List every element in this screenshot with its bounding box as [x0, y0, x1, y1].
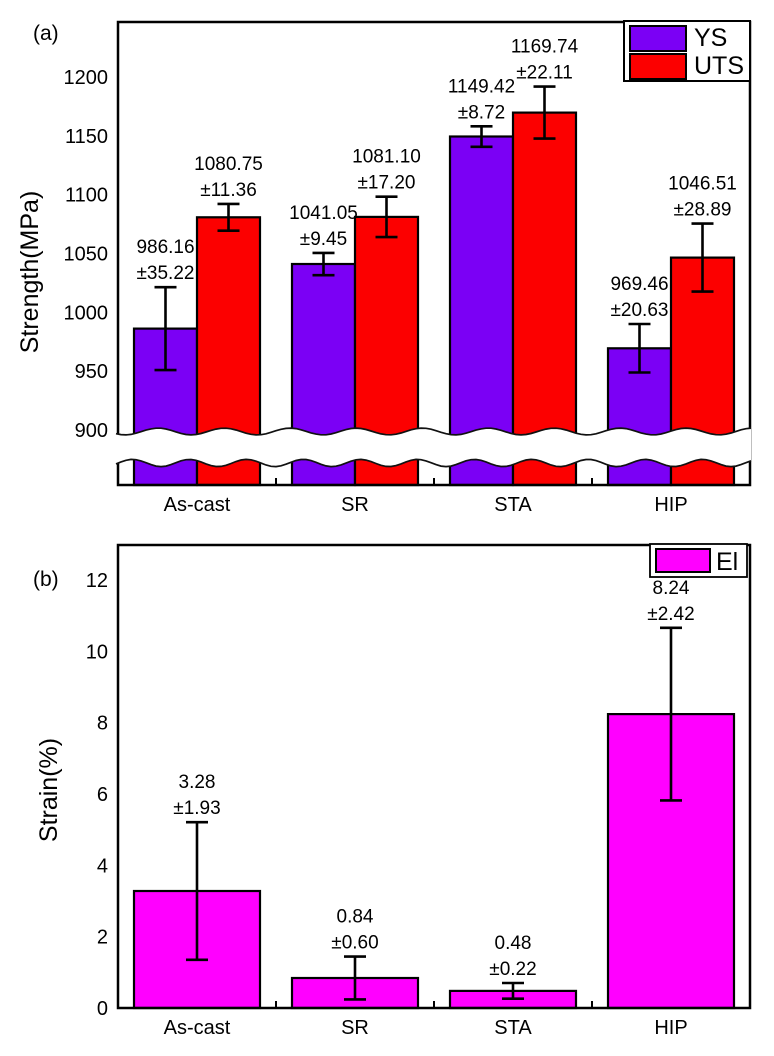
x-category-label: HIP	[654, 1017, 687, 1039]
error-bar-el-as-cast	[186, 820, 208, 962]
value-label: 1041.05	[289, 203, 358, 224]
legend-swatch-uts	[629, 53, 687, 80]
value-label: 3.28	[179, 772, 216, 793]
value-error-label: ±11.36	[200, 180, 257, 201]
error-bar-uts-sr	[375, 195, 398, 239]
axis-break-band	[116, 428, 751, 467]
y-tick-label: 1150	[65, 126, 108, 148]
x-category-label: STA	[494, 494, 532, 516]
error-bar-uts-hip	[691, 222, 714, 293]
error-bar-el-hip	[660, 626, 682, 802]
x-category-label: SR	[341, 1017, 369, 1039]
error-bar-ys-sr	[312, 251, 335, 277]
value-label: 986.16	[136, 237, 194, 258]
x-category-label: STA	[494, 1017, 532, 1039]
value-error-label: ±1.93	[173, 798, 220, 819]
error-bar-el-sr	[344, 955, 366, 1001]
error-bar-ys-sta	[470, 125, 493, 149]
value-label: 1046.51	[668, 174, 737, 195]
value-error-label: ±9.45	[300, 229, 347, 250]
chart-a: 900 950 1000 1050 1100 1150 1200 As-cast SR STA HI…	[16, 20, 752, 516]
value-error-label: ±8.72	[458, 102, 505, 123]
y-tick-label: 1050	[64, 244, 109, 266]
x-category-label: HIP	[654, 494, 687, 516]
error-bar-uts-sta	[533, 85, 556, 140]
axis-break-wave-bottom	[115, 458, 752, 468]
value-error-label: ±35.22	[137, 263, 195, 284]
value-label: 0.48	[495, 933, 532, 954]
legend-swatch-el	[655, 548, 711, 573]
value-label: 1149.42	[448, 76, 515, 97]
panel-label: (a)	[33, 22, 59, 45]
x-category-label: As-cast	[164, 1017, 231, 1039]
value-error-label: ±0.60	[331, 933, 378, 954]
value-error-label: ±20.63	[611, 300, 669, 321]
legend-swatch-ys	[629, 25, 687, 52]
chart-b: 0 2 4 6 8 10 12 As-cast SR STA HIP 3.28 ±1.93 0.84 ±0.…	[33, 543, 752, 1039]
y-tick-label: 6	[97, 784, 108, 806]
legend-label-uts: UTS	[694, 52, 744, 80]
value-label: 969.46	[610, 274, 668, 295]
y-tick-label: 12	[86, 570, 108, 592]
value-label: 0.84	[337, 907, 374, 928]
y-tick-label: 1000	[64, 302, 109, 324]
x-category-label: As-cast	[164, 494, 231, 516]
legend: El	[649, 543, 748, 578]
error-bar-ys-hip	[628, 322, 651, 374]
value-error-label: ±22.11	[516, 63, 573, 84]
y-tick-label: 10	[86, 641, 108, 663]
y-axis-title: Strength(MPa)	[16, 191, 44, 354]
plot-border	[116, 543, 752, 1010]
y-axis-title: Strain(%)	[35, 738, 63, 842]
y-tick-label: 900	[75, 420, 108, 442]
y-tick-label: 2	[97, 927, 108, 949]
y-tick-label: 1200	[64, 67, 109, 89]
value-label: 1081.10	[352, 147, 421, 168]
error-bar-uts-as-cast	[217, 202, 240, 232]
y-tick-label: 8	[97, 713, 108, 735]
value-label: 8.24	[653, 578, 690, 599]
value-label: 1080.75	[194, 154, 263, 175]
axis-break-wave-top	[115, 427, 752, 436]
value-label: 1169.74	[511, 37, 579, 58]
legend-label-el: El	[716, 548, 738, 576]
value-error-label: ±2.42	[647, 604, 694, 625]
panel-label: (b)	[33, 568, 59, 591]
value-error-label: ±0.22	[489, 959, 536, 980]
y-tick-label: 0	[97, 998, 108, 1020]
plot-border	[116, 20, 752, 487]
y-tick-label: 4	[97, 855, 108, 877]
y-tick-label: 1100	[65, 185, 108, 207]
legend-label-ys: YS	[694, 24, 727, 52]
value-error-label: ±28.89	[674, 200, 732, 221]
error-bar-ys-as-cast	[154, 285, 177, 372]
value-error-label: ±17.20	[358, 173, 416, 194]
error-bar-el-sta	[502, 981, 524, 1001]
y-tick-label: 950	[75, 361, 108, 383]
x-category-label: SR	[341, 494, 369, 516]
